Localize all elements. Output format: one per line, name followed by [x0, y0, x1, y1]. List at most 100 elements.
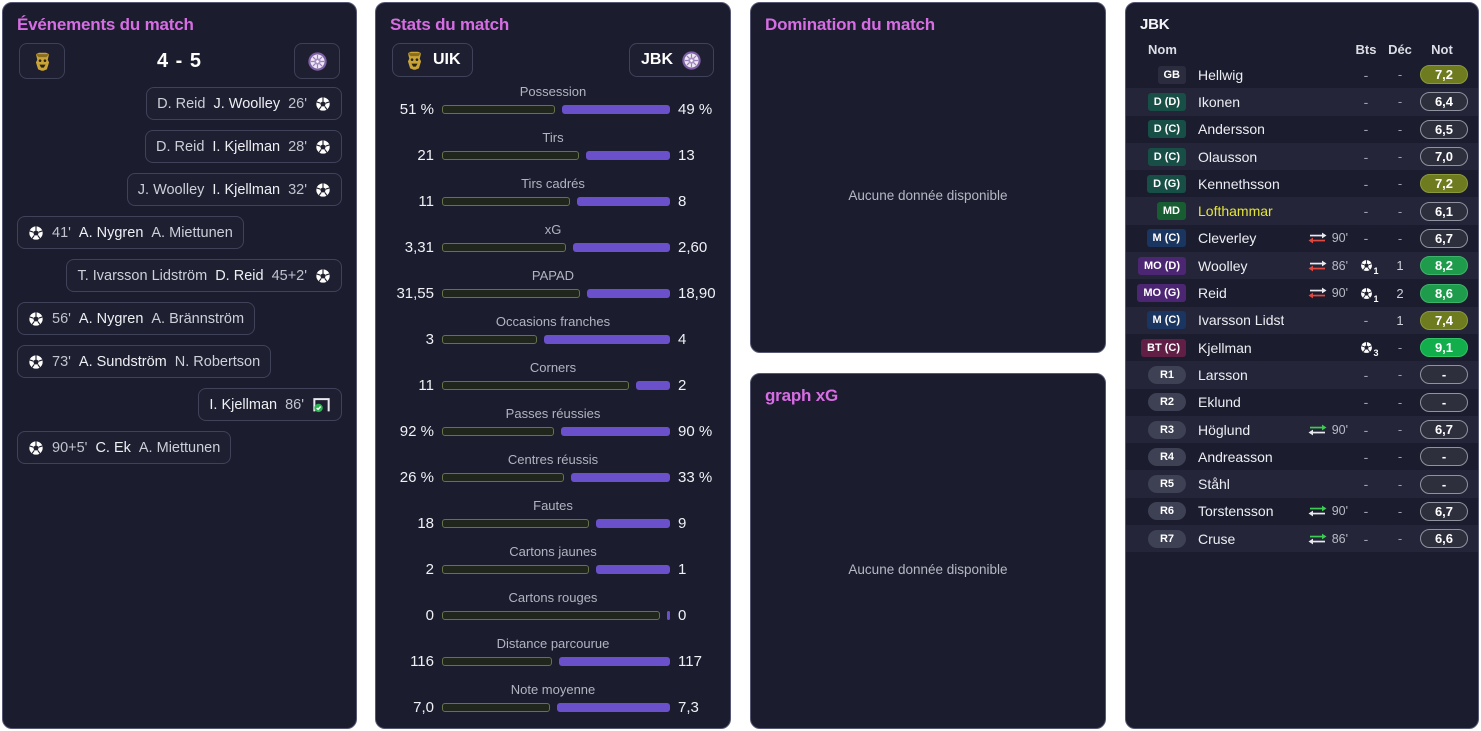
- home-bar: [442, 565, 589, 574]
- player-row[interactable]: MO (D) Woolley 86' 1 1 8,2: [1126, 252, 1478, 280]
- match-event[interactable]: 73' A. Sundström N. Robertson: [17, 345, 272, 378]
- goals-cell: -: [1348, 449, 1384, 465]
- away-bar: [557, 703, 670, 712]
- goals-dash: -: [1363, 448, 1369, 465]
- player-row[interactable]: MO (G) Reid 90' 1 2 8,6: [1126, 279, 1478, 306]
- player-row[interactable]: D (C) Olausson - - 7,0: [1126, 142, 1478, 171]
- goals-dash: -: [1363, 421, 1369, 438]
- player-name: C. Ek: [95, 439, 131, 456]
- stat-label: Cartons rouges: [508, 590, 598, 605]
- player-row[interactable]: D (D) Ikonen - - 6,4: [1126, 88, 1478, 116]
- position-cell: R2: [1136, 393, 1186, 412]
- sub-off-arrows-icon: [1308, 287, 1327, 299]
- match-event[interactable]: 41' A. Nygren A. Miettunen: [17, 216, 244, 249]
- stat-item: PAPAD 31,55 18,90: [376, 267, 730, 302]
- stat-item: Distance parcourue 116 117: [376, 635, 730, 670]
- match-event[interactable]: I. Kjellman 86': [198, 388, 342, 421]
- position-cell: D (D): [1136, 92, 1186, 111]
- match-event[interactable]: T. Ivarsson Lidström D. Reid 45+2': [66, 259, 342, 292]
- home-bar: [442, 703, 550, 712]
- decisive-cell: -: [1397, 449, 1403, 465]
- rating-pill: 7,0: [1420, 147, 1468, 167]
- rating-pill: 6,1: [1420, 201, 1468, 221]
- position-cell: GB: [1136, 65, 1186, 84]
- goals-cell: -: [1348, 531, 1384, 547]
- soccer-ball-icon: [315, 268, 331, 284]
- stat-home-value: 11: [418, 377, 434, 394]
- stat-label: Passes réussies: [505, 406, 601, 421]
- panel-title: graph xG: [765, 386, 839, 405]
- player-row[interactable]: BT (C) Kjellman 3 - 9,1: [1126, 334, 1478, 361]
- player-row[interactable]: R7 Cruse 86' - -6,6: [1126, 525, 1478, 553]
- player-row[interactable]: R4 Andreasson - - -: [1126, 443, 1478, 470]
- soccer-ball-icon: [315, 96, 331, 112]
- match-event[interactable]: D. Reid J. Woolley 26': [146, 87, 342, 120]
- decisive-cell: -: [1397, 531, 1403, 547]
- panel-title: Stats du match: [390, 15, 510, 34]
- goals-dash: -: [1363, 530, 1369, 547]
- stat-away-value: 18,90: [678, 285, 716, 302]
- home-team-chip[interactable]: UIK: [392, 43, 473, 77]
- home-bar: [442, 611, 660, 620]
- player-row[interactable]: M (C) Ivarsson Lidst... - 1 7,4: [1126, 306, 1478, 334]
- panel-title: JBK: [1140, 16, 1170, 33]
- home-bar: [442, 381, 629, 390]
- player-row[interactable]: GB Hellwig - - 7,2: [1126, 61, 1478, 88]
- stat-item: Tirs cadrés 11 8: [376, 175, 730, 210]
- position-cell: R4: [1136, 447, 1186, 466]
- stat-bars: [442, 197, 670, 206]
- rating-pill: 8,6: [1420, 283, 1468, 303]
- player-row[interactable]: R5 Ståhl - - -: [1126, 470, 1478, 498]
- match-event[interactable]: 56' A. Nygren A. Brännström: [17, 302, 256, 335]
- home-team-badge-button[interactable]: [19, 43, 65, 79]
- decisive-cell: -: [1397, 367, 1403, 383]
- player-row[interactable]: R3 Höglund 90' - -6,7: [1126, 415, 1478, 444]
- stat-row: 26 % 33 %: [376, 469, 730, 486]
- substitution-cell: 86': [1284, 532, 1348, 546]
- soccer-ball-icon: [28, 225, 44, 241]
- home-bar: [442, 105, 555, 114]
- position-badge: GB: [1157, 65, 1186, 84]
- stat-label: xG: [544, 222, 562, 237]
- goals-dash: -: [1363, 203, 1369, 220]
- rating-cell: 6,5: [1416, 119, 1468, 139]
- player-name: Woolley: [1198, 257, 1248, 274]
- stat-away-value: 9: [678, 515, 687, 532]
- player-row[interactable]: D (C) Andersson - - 6,5: [1126, 116, 1478, 143]
- decisive-cell: -: [1397, 340, 1403, 356]
- match-event[interactable]: D. Reid I. Kjellman 28': [145, 130, 342, 163]
- rating-pill: 7,4: [1420, 310, 1468, 330]
- position-badge: M (C): [1146, 311, 1186, 330]
- away-team-badge-button[interactable]: [294, 43, 340, 79]
- sub-off-arrows-icon: [1308, 232, 1327, 244]
- decisive-cell: -: [1397, 67, 1403, 83]
- player-row[interactable]: R6 Torstensson 90' - -6,7: [1126, 498, 1478, 525]
- player-row[interactable]: M (C) Cleverley 90' - -6,7: [1126, 225, 1478, 252]
- stat-item: xG 3,31 2,60: [376, 221, 730, 256]
- player-row[interactable]: R1 Larsson - - -: [1126, 361, 1478, 389]
- panel-title: Domination du match: [765, 15, 935, 34]
- player-row[interactable]: D (G) Kennethsson - - 7,2: [1126, 170, 1478, 197]
- stat-bars: [442, 473, 670, 482]
- away-team-chip[interactable]: JBK: [628, 43, 714, 77]
- stat-bars: [442, 703, 670, 712]
- player-row[interactable]: R2 Eklund - - -: [1126, 389, 1478, 416]
- position-badge: MO (D): [1137, 256, 1186, 275]
- empty-data-message: Aucune donnée disponible: [848, 561, 1008, 577]
- goals-cell: -: [1348, 121, 1384, 137]
- stat-item: Cartons jaunes 2 1: [376, 543, 730, 578]
- home-bar: [442, 427, 554, 436]
- player-name: I. Kjellman: [212, 138, 281, 155]
- away-bar: [571, 473, 670, 482]
- decisive-cell: -: [1397, 203, 1403, 219]
- match-event[interactable]: J. Woolley I. Kjellman 32': [126, 173, 342, 206]
- player-row[interactable]: MD Lofthammar - - 6,1: [1126, 197, 1478, 225]
- away-bar: [636, 381, 670, 390]
- rating-cell: 6,1: [1416, 201, 1468, 221]
- stat-home-value: 51 %: [399, 101, 434, 118]
- decisive-cell: -: [1397, 230, 1403, 246]
- goals-dash: -: [1363, 366, 1369, 383]
- match-event[interactable]: 90+5' C. Ek A. Miettunen: [17, 431, 232, 464]
- stat-label: Possession: [519, 84, 587, 99]
- goals-cell: 3: [1348, 341, 1384, 358]
